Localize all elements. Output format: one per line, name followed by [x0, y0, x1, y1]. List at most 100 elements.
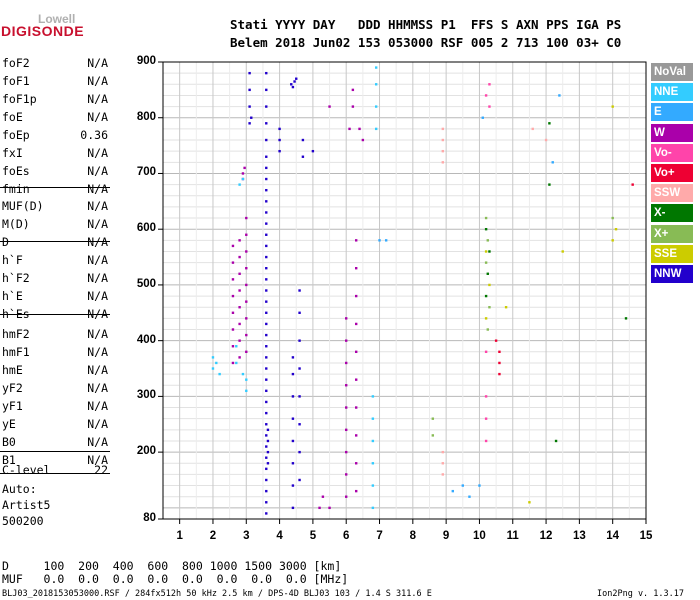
- auto-label: Auto:: [2, 482, 37, 496]
- data-point: [298, 339, 301, 342]
- data-point: [624, 317, 628, 320]
- logo-product: DIGISONDE: [1, 23, 85, 39]
- header-line-1: Stati YYYY DAY DDD HHMMSS P1 FFS S AXN P…: [230, 17, 622, 32]
- data-point: [265, 88, 268, 92]
- data-point: [486, 272, 489, 275]
- data-point: [498, 350, 501, 354]
- param-label: MUF(D): [2, 199, 44, 213]
- data-point: [291, 462, 295, 465]
- param-value: N/A: [87, 110, 108, 124]
- data-point: [345, 406, 348, 409]
- legend-item: Vo-: [650, 142, 694, 163]
- data-point: [374, 83, 378, 86]
- data-point: [551, 161, 554, 164]
- data-point: [265, 478, 268, 482]
- data-point: [345, 361, 348, 365]
- legend-item: SSE: [650, 243, 694, 264]
- data-point: [238, 339, 241, 342]
- data-point: [355, 239, 358, 242]
- data-point: [231, 261, 235, 264]
- data-point: [328, 506, 331, 510]
- data-point: [265, 300, 268, 303]
- data-point: [328, 105, 331, 108]
- data-point: [461, 484, 464, 487]
- param-label: foF1: [2, 74, 30, 88]
- data-point: [488, 250, 491, 253]
- param-label: yF1: [2, 399, 23, 413]
- data-point: [266, 439, 270, 443]
- param-value: N/A: [87, 235, 108, 249]
- data-point: [238, 356, 241, 359]
- data-point: [265, 155, 268, 158]
- data-point: [238, 289, 241, 292]
- data-point: [355, 294, 358, 298]
- data-point: [548, 183, 551, 186]
- x-tick-label: 3: [243, 530, 250, 542]
- data-point: [558, 94, 561, 97]
- param-separator: [0, 451, 110, 452]
- data-point: [348, 127, 351, 131]
- data-point: [265, 489, 268, 493]
- param-value: N/A: [87, 417, 108, 431]
- data-point: [298, 423, 301, 426]
- data-point: [351, 88, 355, 92]
- param-label: yF2: [2, 381, 23, 395]
- data-point: [441, 138, 445, 142]
- legend-item: SSW: [650, 183, 694, 204]
- data-point: [265, 467, 268, 471]
- param-label: hmE: [2, 363, 23, 377]
- x-tick-label: 13: [572, 530, 586, 542]
- data-point: [265, 411, 268, 415]
- data-point: [355, 322, 358, 326]
- data-point: [481, 116, 484, 119]
- data-point: [478, 484, 481, 487]
- data-point: [355, 350, 358, 354]
- legend-item: NNE: [650, 82, 694, 103]
- y-tick-label: 700: [136, 166, 156, 179]
- data-point: [345, 450, 348, 454]
- data-point: [238, 306, 241, 309]
- param-value: N/A: [87, 74, 108, 88]
- data-point: [265, 267, 268, 270]
- data-point: [441, 473, 445, 476]
- x-tick-label: 8: [409, 530, 417, 542]
- data-point: [484, 317, 488, 320]
- param-value: N/A: [87, 345, 108, 359]
- data-point: [265, 244, 268, 248]
- data-point: [531, 127, 534, 131]
- data-point: [301, 155, 305, 158]
- data-point: [265, 434, 268, 437]
- data-point: [245, 233, 248, 236]
- data-point: [484, 94, 488, 97]
- data-point: [265, 378, 268, 381]
- param-value: N/A: [87, 399, 108, 413]
- data-point: [561, 250, 564, 253]
- data-point: [265, 289, 268, 292]
- data-point: [298, 450, 301, 454]
- data-point: [245, 267, 248, 270]
- param-value: N/A: [87, 199, 108, 213]
- data-point: [231, 361, 235, 365]
- data-point: [265, 333, 268, 337]
- param-label: h`F2: [2, 271, 30, 285]
- param-label: foF2: [2, 56, 30, 70]
- data-point: [238, 322, 241, 326]
- data-point: [554, 439, 558, 443]
- data-point: [298, 367, 301, 370]
- data-point: [265, 501, 268, 504]
- data-point: [484, 227, 488, 231]
- data-point: [345, 339, 348, 342]
- data-point: [211, 367, 215, 370]
- param-value: N/A: [87, 92, 108, 106]
- data-point: [248, 88, 251, 92]
- data-point: [241, 177, 245, 181]
- data-point: [441, 450, 445, 454]
- data-point: [355, 462, 358, 465]
- data-point: [265, 311, 268, 314]
- data-point: [238, 255, 241, 259]
- data-point: [266, 450, 270, 454]
- y-tick-label: 600: [136, 222, 156, 235]
- data-point: [361, 138, 365, 142]
- data-point: [245, 378, 248, 381]
- muf-row: MUF 0.0 0.0 0.0 0.0 0.0 0.0 0.0 0.0 [MHz…: [2, 572, 349, 586]
